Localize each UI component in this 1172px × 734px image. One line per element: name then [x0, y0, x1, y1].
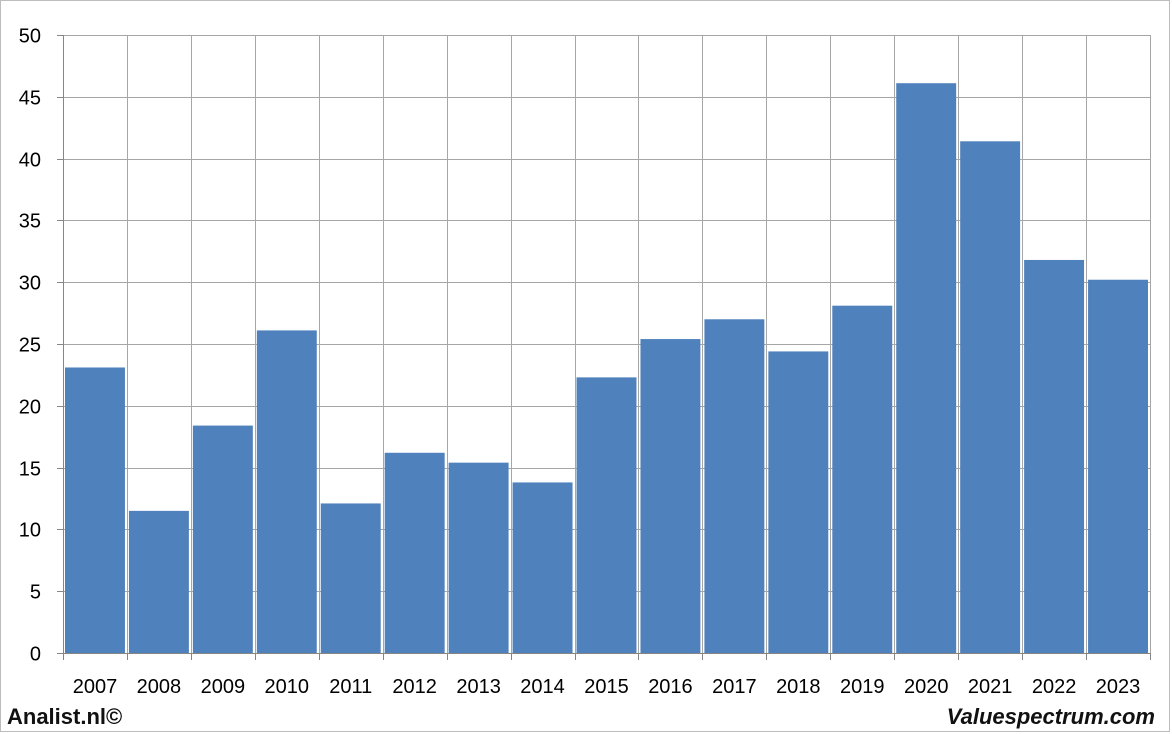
x-tick-label: 2009	[201, 676, 246, 698]
source-label-left: Analist.nl©	[7, 704, 123, 729]
x-tick-label: 2023	[1096, 676, 1141, 698]
bar	[1088, 279, 1148, 653]
x-tick-label: 2013	[456, 676, 501, 698]
y-tick-label: 40	[19, 150, 41, 172]
bar	[384, 452, 445, 653]
x-tick-label: 2018	[776, 676, 821, 698]
bar	[1024, 259, 1085, 653]
bar	[640, 339, 701, 653]
x-tick-label: 2010	[265, 676, 310, 698]
x-tick-label: 2020	[904, 676, 949, 698]
y-tick-label: 15	[19, 459, 41, 481]
source-label-right: Valuespectrum.com	[946, 704, 1155, 729]
x-tick-label: 2015	[584, 676, 629, 698]
grid-lines	[63, 35, 1151, 653]
bar	[320, 503, 381, 653]
bar	[768, 351, 829, 653]
x-tick-label: 2017	[712, 676, 757, 698]
bar	[704, 319, 765, 653]
y-tick-label: 10	[19, 520, 41, 542]
x-tick-label: 2021	[968, 676, 1013, 698]
tick-labels: 0 5 10 15 20 25 30 35 40 45 50 2007 2008 2009 2010 2011…	[19, 26, 1141, 699]
bar	[448, 462, 509, 653]
y-tick-label: 50	[19, 26, 41, 48]
bar	[65, 367, 125, 653]
bar	[512, 482, 573, 653]
bar	[576, 377, 637, 653]
bar	[960, 141, 1021, 653]
x-tick-label: 2011	[329, 676, 372, 698]
y-tick-label: 20	[19, 397, 41, 419]
x-tick-label: 2012	[392, 676, 437, 698]
x-tick-label: 2014	[520, 676, 565, 698]
axes	[57, 35, 1151, 660]
y-tick-label: 30	[19, 273, 41, 295]
bar	[128, 510, 189, 653]
bar	[832, 305, 893, 653]
y-tick-label: 5	[30, 582, 41, 604]
x-tick-label: 2007	[73, 676, 118, 698]
x-tick-label: 2008	[137, 676, 182, 698]
bar	[256, 330, 317, 653]
bar	[896, 83, 957, 654]
bar	[192, 425, 253, 653]
y-tick-label: 25	[19, 335, 41, 357]
y-tick-label: 35	[19, 211, 41, 233]
y-tick-label: 0	[30, 644, 41, 666]
y-tick-label: 45	[19, 88, 41, 110]
x-tick-label: 2019	[840, 676, 885, 698]
bars	[65, 83, 1148, 654]
x-tick-label: 2016	[648, 676, 693, 698]
x-tick-label: 2022	[1032, 676, 1077, 698]
bar-chart: 0 5 10 15 20 25 30 35 40 45 50 2007 2008 2009 2010 2011…	[19, 26, 1151, 699]
